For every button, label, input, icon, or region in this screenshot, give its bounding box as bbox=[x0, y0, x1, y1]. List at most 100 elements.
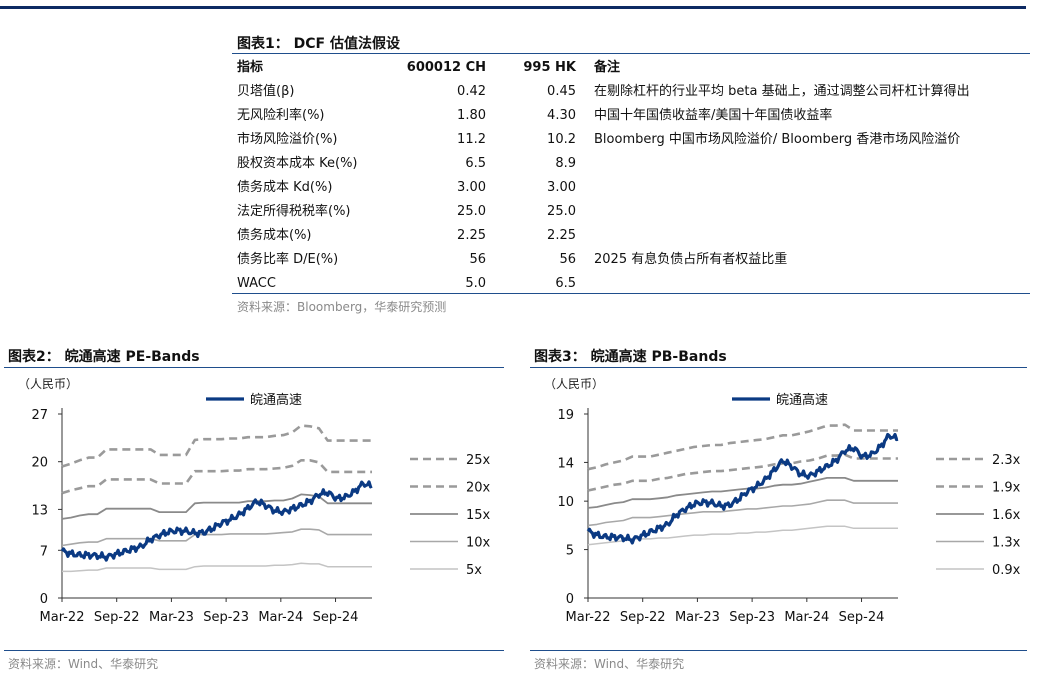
table-cell: 2.25 bbox=[457, 228, 486, 243]
table-cell: 8.9 bbox=[555, 156, 576, 171]
series-line-皖通高速 bbox=[586, 432, 899, 545]
table-cell: 0.45 bbox=[547, 84, 576, 99]
legend-label: 皖通高速 bbox=[776, 392, 828, 408]
series-line-10x bbox=[61, 528, 372, 547]
table-cell: 中国十年国债收益率/美国十年国债收益率 bbox=[594, 108, 833, 123]
table-cell: 56 bbox=[559, 252, 576, 267]
chart-pe-bottom-rule bbox=[4, 650, 504, 651]
series-line-1.6x bbox=[587, 477, 898, 509]
legend-label: 25x bbox=[466, 453, 491, 468]
series-line-15x bbox=[61, 493, 372, 520]
series-line-皖通高速 bbox=[60, 480, 373, 562]
table-row: 债务成本 Kd(%) 3.00 3.00 bbox=[237, 176, 1030, 200]
table-bottom-rule bbox=[232, 293, 1030, 294]
table-cell: 11.2 bbox=[457, 132, 486, 147]
table-header-cell: 备注 bbox=[594, 60, 621, 75]
legend-label: 1.6x bbox=[992, 508, 1021, 523]
x-tick-label: Sep-23 bbox=[203, 610, 249, 625]
table-cell: 6.5 bbox=[465, 156, 486, 171]
x-tick-label: Mar-22 bbox=[566, 610, 611, 625]
legend-label: 皖通高速 bbox=[250, 392, 302, 408]
chart-pb-bands: （人民币） 0 5 10 14 19 Mar-22 Sep-22 Mar-23 Sep-23 Mar… bbox=[544, 377, 1021, 625]
table-cell: 3.00 bbox=[457, 180, 486, 195]
x-tick-label: Sep-22 bbox=[94, 610, 140, 625]
x-tick-label: Mar-24 bbox=[258, 610, 303, 625]
table-cell: 2.25 bbox=[547, 228, 576, 243]
chart-pb-bottom-rule bbox=[530, 650, 1027, 651]
table-cell: 6.5 bbox=[555, 276, 576, 291]
table-title: 图表1： DCF 估值法假设 bbox=[237, 36, 400, 52]
table-cell: 0.42 bbox=[457, 84, 486, 99]
table-cell: 5.0 bbox=[465, 276, 486, 291]
table-row: 法定所得税税率(%) 25.0 25.0 bbox=[237, 200, 1030, 224]
table-cell: 债务成本 Kd(%) bbox=[237, 180, 333, 195]
table-cell: 3.00 bbox=[547, 180, 576, 195]
legend-label: 2.3x bbox=[992, 453, 1021, 468]
series-line-1.9x bbox=[587, 453, 898, 492]
series-line-25x bbox=[61, 424, 372, 468]
legend-label: 0.9x bbox=[992, 563, 1021, 578]
table-row: 债务比率 D/E(%) 56 56 2025 有息负债占所有者权益比重 bbox=[237, 248, 1030, 272]
x-tick-label: Mar-23 bbox=[675, 610, 720, 625]
table-cell: 市场风险溢价(%) bbox=[237, 132, 338, 147]
y-tick-label: 7 bbox=[40, 544, 48, 559]
series-line-5x bbox=[62, 562, 372, 573]
series-line-20x bbox=[61, 459, 372, 495]
y-tick-label: 27 bbox=[31, 408, 48, 423]
table-cell: 25.0 bbox=[547, 204, 576, 219]
chart-pe-source: 资料来源：Wind、华泰研究 bbox=[8, 657, 159, 671]
table-cell: 股权资本成本 Ke(%) bbox=[237, 156, 358, 171]
x-tick-label: Mar-24 bbox=[784, 610, 829, 625]
table-cell: 法定所得税税率(%) bbox=[237, 204, 351, 219]
table-source: 资料来源：Bloomberg，华泰研究预测 bbox=[237, 300, 447, 314]
y-axis-label: （人民币） bbox=[18, 377, 78, 391]
y-tick-label: 0 bbox=[566, 592, 574, 607]
table-top-rule bbox=[232, 53, 1030, 54]
table-cell: 2025 有息负债占所有者权益比重 bbox=[594, 252, 788, 267]
series-line-2.3x bbox=[587, 423, 898, 471]
table-cell: 无风险利率(%) bbox=[237, 108, 325, 123]
y-tick-label: 10 bbox=[557, 495, 574, 510]
table-row: 债务成本(%) 2.25 2.25 bbox=[237, 224, 1030, 248]
table-cell: 56 bbox=[469, 252, 486, 267]
chart-pe-bands: （人民币） 0 7 13 20 27 Mar-22 Sep-22 Mar-23 Sep-23 Mar… bbox=[18, 377, 491, 625]
legend-label: 10x bbox=[466, 536, 491, 551]
table-row: WACC 5.0 6.5 bbox=[237, 272, 1030, 296]
table-header-cell: 指标 bbox=[237, 60, 264, 75]
x-tick-label: Sep-23 bbox=[729, 610, 775, 625]
table-row: 市场风险溢价(%) 11.2 10.2 Bloomberg 中国市场风险溢价/ Blo… bbox=[237, 128, 1030, 152]
table-cell: 在剔除杠杆的行业平均 beta 基础上，通过调整公司杆杠计算得出 bbox=[594, 84, 970, 99]
y-axis-label: （人民币） bbox=[544, 377, 604, 391]
y-tick-label: 0 bbox=[40, 592, 48, 607]
table-header-cell: 995 HK bbox=[523, 60, 576, 75]
x-tick-label: Mar-23 bbox=[149, 610, 194, 625]
table-cell: WACC bbox=[237, 276, 276, 291]
legend-label: 5x bbox=[466, 563, 482, 578]
legend-label: 15x bbox=[466, 508, 491, 523]
chart-pb-source: 资料来源：Wind、华泰研究 bbox=[534, 657, 685, 671]
table-cell: 债务比率 D/E(%) bbox=[237, 252, 339, 267]
chart-pe-title: 图表2： 皖通高速 PE-Bands bbox=[8, 349, 200, 365]
table-row: 股权资本成本 Ke(%) 6.5 8.9 bbox=[237, 152, 1030, 176]
chart-pb-title-rule bbox=[530, 367, 1027, 368]
table-cell: 4.30 bbox=[547, 108, 576, 123]
y-tick-label: 20 bbox=[31, 456, 48, 471]
table-row: 无风险利率(%) 1.80 4.30 中国十年国债收益率/美国十年国债收益率 bbox=[237, 104, 1030, 128]
table-header-row: 指标 600012 CH 995 HK 备注 bbox=[237, 56, 1030, 80]
table-cell: 1.80 bbox=[457, 108, 486, 123]
legend-label: 20x bbox=[466, 481, 491, 496]
legend-label: 1.9x bbox=[992, 481, 1021, 496]
table-cell: 10.2 bbox=[547, 132, 576, 147]
table-cell: 25.0 bbox=[457, 204, 486, 219]
x-tick-label: Mar-22 bbox=[40, 610, 85, 625]
y-tick-label: 19 bbox=[557, 408, 574, 423]
table-cell: Bloomberg 中国市场风险溢价/ Bloomberg 香港市场风险溢价 bbox=[594, 132, 961, 147]
x-tick-label: Sep-24 bbox=[839, 610, 885, 625]
table-row: 贝塔值(β) 0.42 0.45 在剔除杠杆的行业平均 beta 基础上，通过调整公司… bbox=[237, 80, 1030, 104]
y-tick-label: 5 bbox=[566, 544, 574, 559]
x-tick-label: Sep-22 bbox=[620, 610, 666, 625]
top-rule bbox=[0, 6, 1026, 9]
x-tick-label: Sep-24 bbox=[313, 610, 359, 625]
chart-pb-title: 图表3： 皖通高速 PB-Bands bbox=[534, 349, 727, 365]
legend-label: 1.3x bbox=[992, 536, 1021, 551]
